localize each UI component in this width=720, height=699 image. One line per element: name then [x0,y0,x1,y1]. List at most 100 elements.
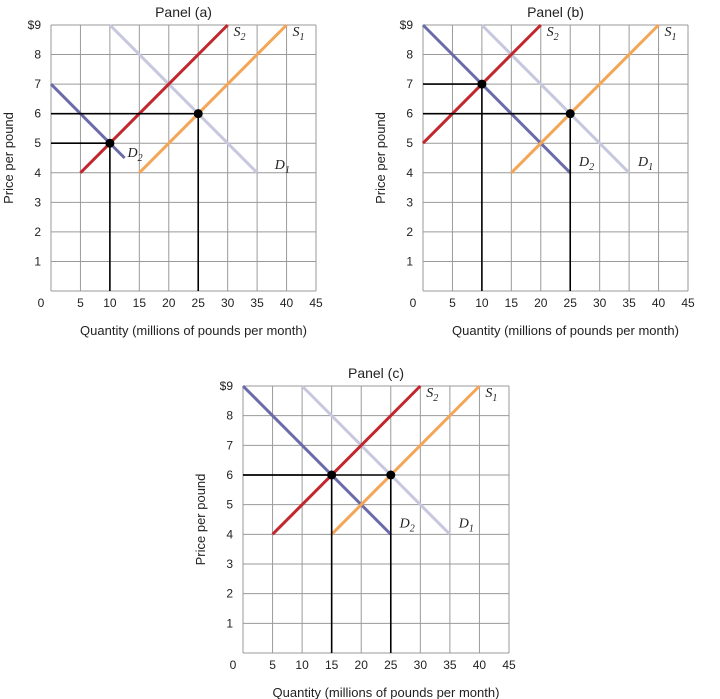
x-tick-label: 0 [38,296,45,310]
x-tick-label: 35 [622,296,636,310]
curve-label-d2: D2 [399,516,415,534]
chart-title: Panel (c) [348,365,404,381]
x-tick-label: 5 [269,658,276,672]
y-tick-label: 1 [226,616,233,630]
x-tick-label: 25 [192,296,206,310]
x-tick-label: 15 [505,296,519,310]
y-tick-label: 7 [226,438,233,452]
x-tick-label: 20 [534,296,548,310]
curve-label-s1: S1 [664,25,676,43]
y-tick-label: 1 [34,254,41,268]
y-tick-label: 8 [226,409,233,423]
x-tick-label: 45 [309,296,323,310]
chart-title: Panel (b) [527,4,584,20]
x-tick-label: 10 [475,296,489,310]
curve-label-s1: S1 [485,386,497,404]
grid [422,24,689,292]
y-tick-label: 7 [34,77,41,91]
curve-d1 [480,23,631,174]
x-axis-label: Quantity (millions of pounds per month) [273,685,500,699]
x-tick-label: 35 [443,658,457,672]
equilibrium-point [105,138,115,148]
y-tick-label: 2 [34,225,41,239]
curve-d1 [301,384,451,536]
y-axis-label: Price per pound [193,474,208,566]
x-tick-label: 10 [103,296,117,310]
x-tick-label: 30 [221,296,235,310]
x-tick-label: 15 [325,658,339,672]
curve-d1 [108,23,259,174]
x-tick-label: 0 [410,296,417,310]
x-tick-label: 0 [230,658,237,672]
curve-s2 [79,23,229,174]
y-tick-label: 2 [226,587,233,601]
curve-d2 [49,83,126,160]
curve-label-s2: S2 [234,25,246,43]
y-axis-label: Price per pound [1,112,16,204]
y-axis-label: Price per pound [373,112,388,204]
y-tick-label: 4 [34,166,41,180]
x-axis-label: Quantity (millions of pounds per month) [80,323,307,338]
x-tick-label: 45 [681,296,695,310]
curve-s1 [510,23,660,174]
curve-label-d1: D1 [458,516,474,534]
equilibrium-point [565,109,575,119]
equilibrium-point [477,79,487,89]
x-tick-label: 45 [502,658,516,672]
y-tick-label: $9 [28,18,42,32]
y-tick-label: 6 [406,107,413,121]
y-tick-label: 5 [406,136,413,150]
x-tick-label: 20 [355,658,369,672]
x-tick-label: 30 [414,658,428,672]
curve-label-s2: S2 [547,25,559,43]
x-tick-label: 30 [593,296,607,310]
x-axis-label: Quantity (millions of pounds per month) [452,323,679,338]
x-tick-label: 25 [564,296,578,310]
x-tick-label: 25 [384,658,398,672]
x-tick-label: 5 [449,296,456,310]
x-tick-label: 20 [162,296,176,310]
curve-d2 [421,23,572,174]
x-tick-label: 40 [473,658,487,672]
y-tick-label: 1 [406,254,413,268]
y-tick-label: 3 [34,195,41,209]
y-tick-label: 4 [226,527,233,541]
y-tick-label: 7 [406,77,413,91]
equilibrium-point [193,109,203,119]
curve-label-d1: D1 [637,155,653,173]
x-tick-label: 40 [280,296,294,310]
chart-title: Panel (a) [155,4,212,20]
curve-label-d1: D1 [274,158,290,176]
y-tick-label: 3 [406,195,413,209]
equilibrium-point [327,470,337,480]
x-tick-label: 15 [133,296,147,310]
y-tick-label: 8 [34,48,41,62]
y-tick-label: $9 [220,379,234,393]
y-tick-label: 4 [406,166,413,180]
y-tick-label: 5 [34,136,41,150]
curve-label-s1: S1 [292,25,304,43]
x-tick-label: 40 [652,296,666,310]
y-tick-label: 5 [226,498,233,512]
y-tick-label: $9 [400,18,414,32]
curve-s1 [330,384,481,536]
curve-d2 [241,384,392,536]
y-tick-label: 6 [34,107,41,121]
x-tick-label: 5 [77,296,84,310]
y-tick-label: 3 [226,557,233,571]
curve-s1 [138,23,288,174]
x-tick-label: 10 [295,658,309,672]
y-tick-label: 8 [406,48,413,62]
curve-s2 [271,384,422,536]
x-tick-label: 35 [250,296,264,310]
curve-label-d2: D2 [578,155,594,173]
y-tick-label: 2 [406,225,413,239]
curve-label-d2: D2 [127,146,143,164]
y-tick-label: 6 [226,468,233,482]
equilibrium-point [386,470,396,480]
curve-label-s2: S2 [426,386,438,404]
